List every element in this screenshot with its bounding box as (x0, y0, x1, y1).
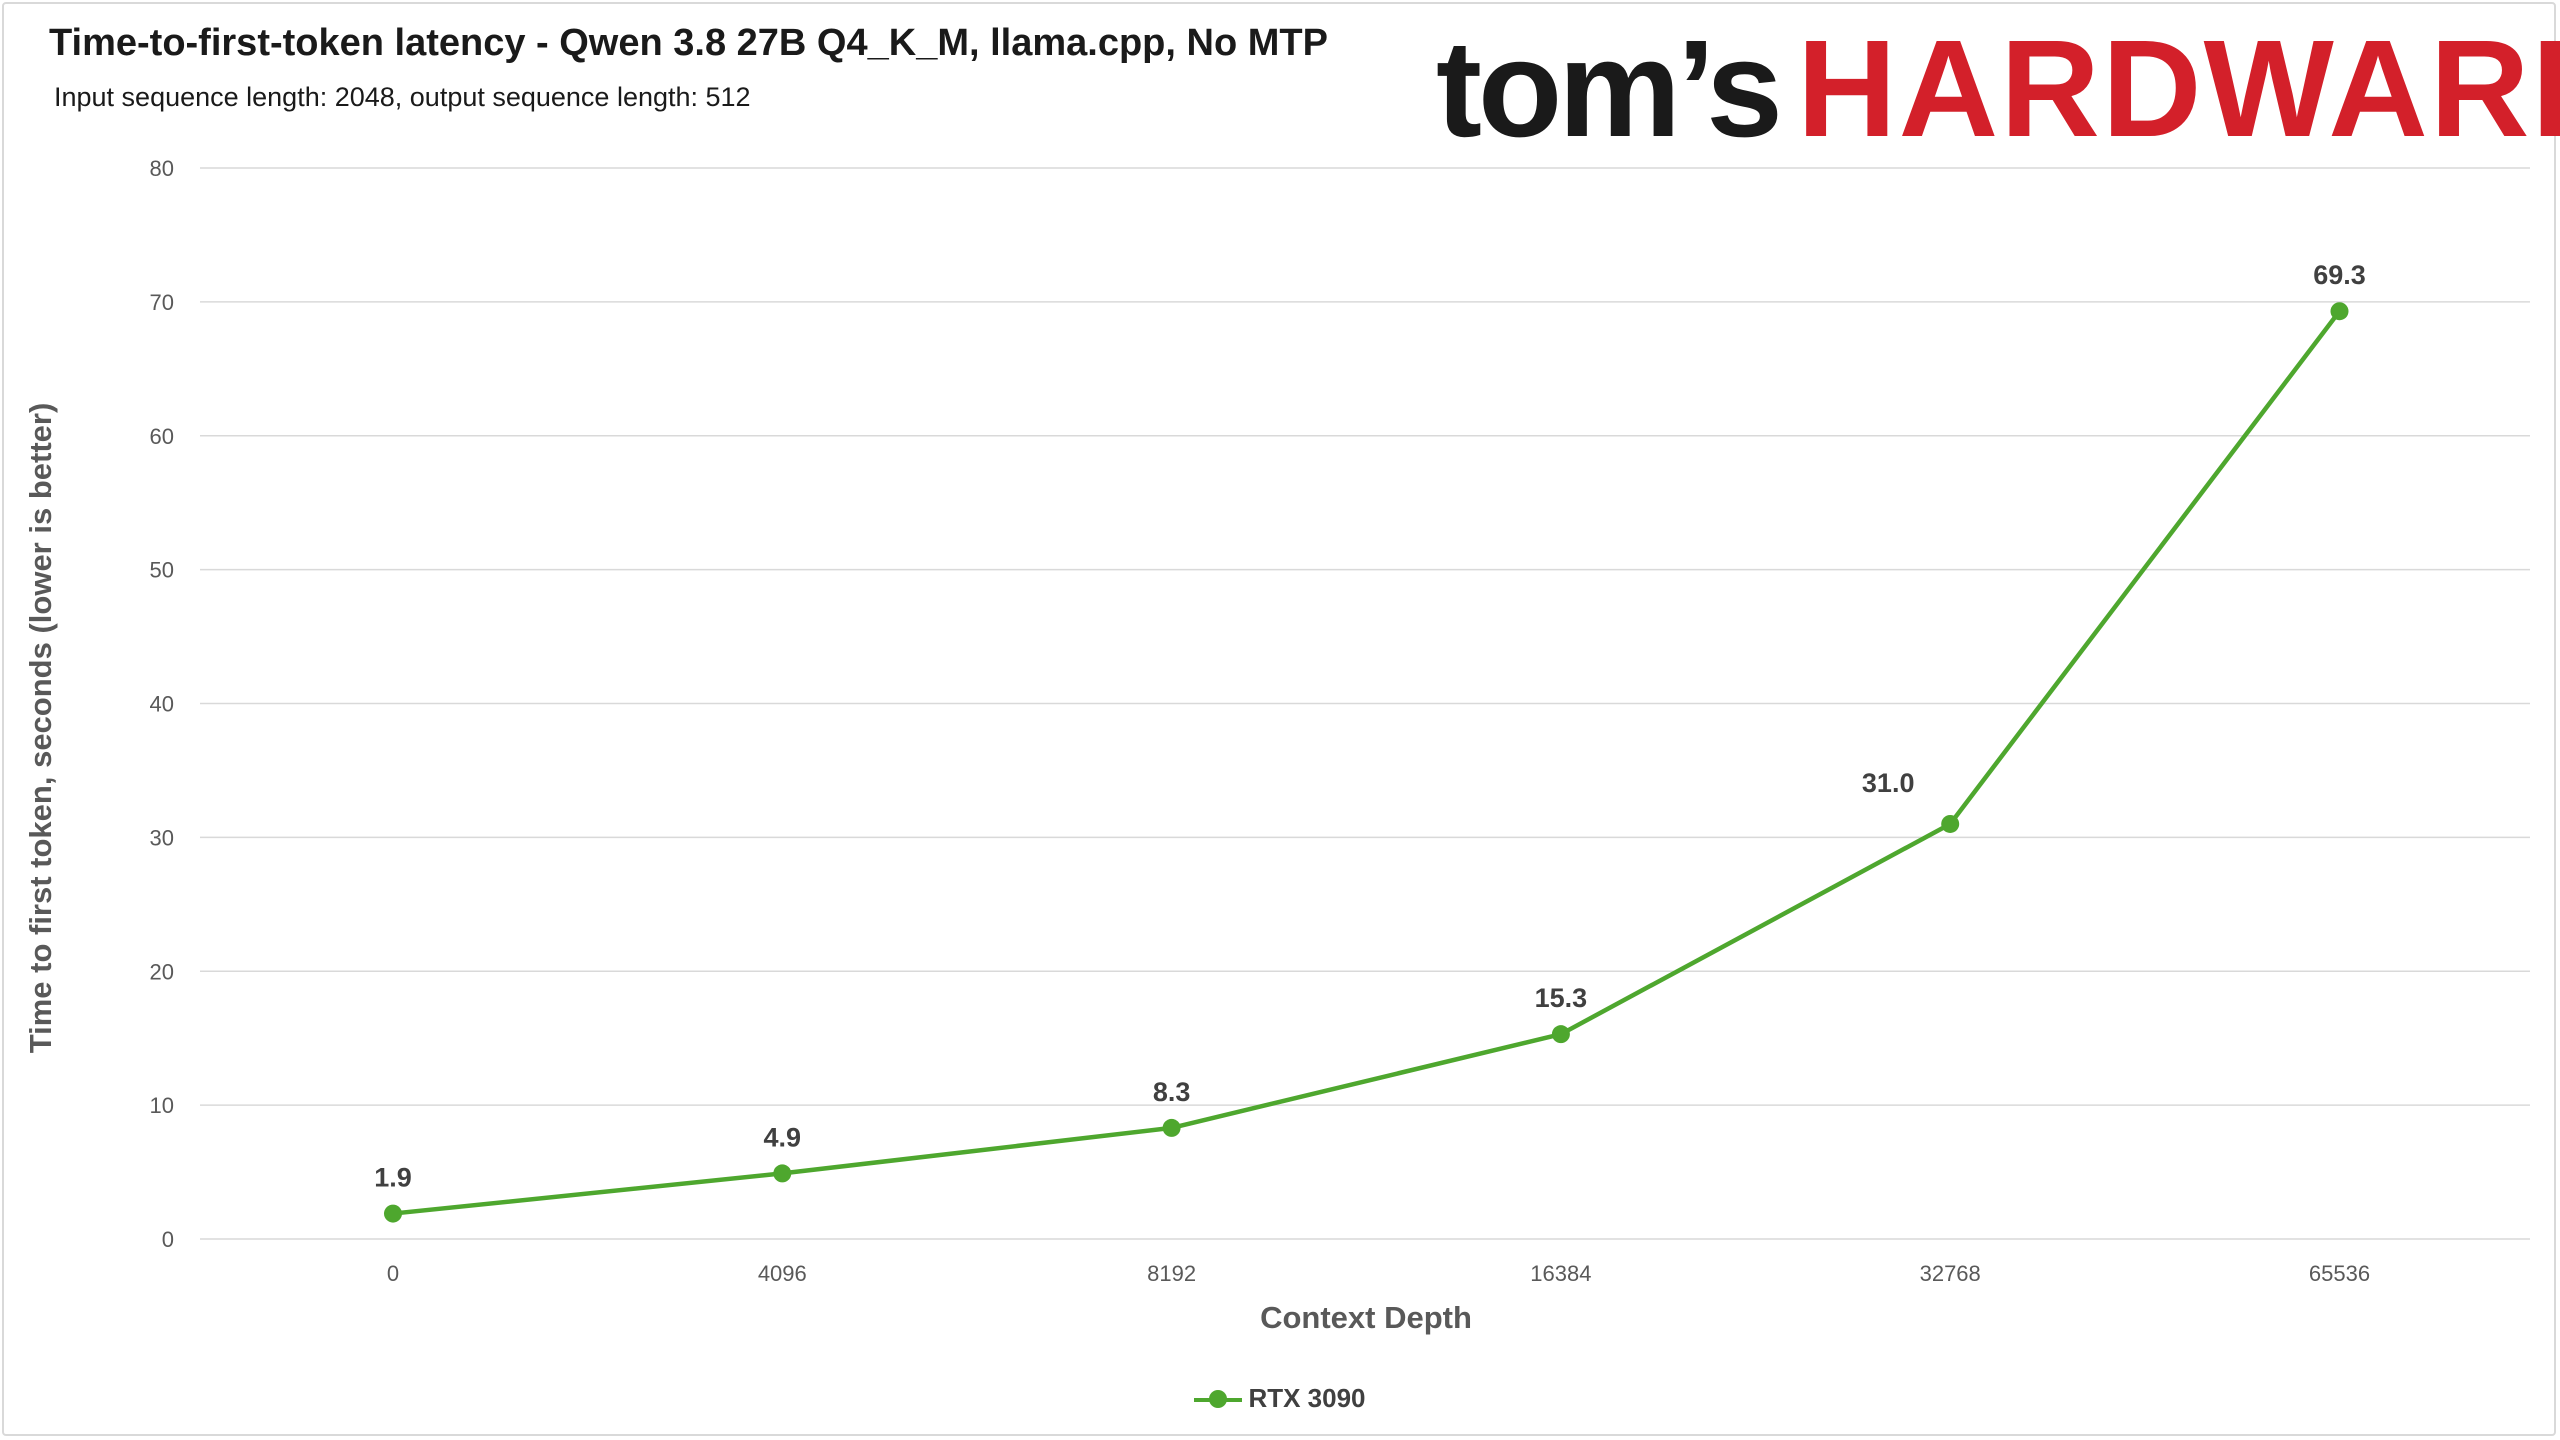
y-axis-title: Time to first token, seconds (lower is b… (23, 403, 58, 1054)
chart-title: Time-to-first-token latency - Qwen 3.8 2… (49, 22, 1328, 64)
data-point (1162, 1118, 1181, 1137)
data-label: 4.9 (764, 1122, 802, 1152)
logo-toms-text: tom’s (1436, 12, 1783, 166)
legend-series-label: RTX 3090 (1248, 1383, 1366, 1413)
data-point (1551, 1025, 1570, 1044)
y-tick-label: 50 (150, 558, 174, 583)
x-tick-label: 8192 (1147, 1261, 1196, 1286)
y-tick-label: 70 (150, 290, 174, 315)
y-tick-label: 40 (150, 692, 174, 717)
legend-series-marker (1194, 1388, 1243, 1410)
y-tick-label: 80 (150, 156, 174, 181)
data-label: 31.0 (1862, 768, 1915, 798)
toms-hardware-logo: tom’s HARDWARE (1436, 10, 2560, 166)
data-point (2330, 302, 2349, 321)
x-tick-label: 65536 (2309, 1261, 2370, 1286)
chart-subtitle: Input sequence length: 2048, output sequ… (54, 82, 751, 112)
x-axis-title: Context Depth (1260, 1300, 1472, 1335)
y-tick-label: 60 (150, 424, 174, 449)
x-tick-label: 16384 (1530, 1261, 1591, 1286)
y-tick-label: 20 (150, 959, 174, 984)
data-label: 1.9 (374, 1163, 412, 1193)
x-tick-label: 0 (387, 1261, 399, 1286)
y-tick-label: 30 (150, 825, 174, 850)
x-tick-label: 32768 (1920, 1261, 1981, 1286)
legend: RTX 3090 (0, 1383, 2560, 1414)
data-point (773, 1164, 792, 1183)
data-point (384, 1204, 402, 1223)
x-tick-label: 4096 (758, 1261, 807, 1286)
data-point (1941, 814, 1960, 833)
y-tick-label: 10 (150, 1093, 174, 1118)
data-label: 8.3 (1153, 1077, 1191, 1107)
data-label: 69.3 (2313, 260, 2366, 290)
y-tick-label: 0 (162, 1227, 174, 1252)
data-label: 15.3 (1535, 983, 1588, 1013)
series-line (392, 309, 2342, 1216)
logo-hardware-text: HARDWARE (1796, 12, 2560, 166)
